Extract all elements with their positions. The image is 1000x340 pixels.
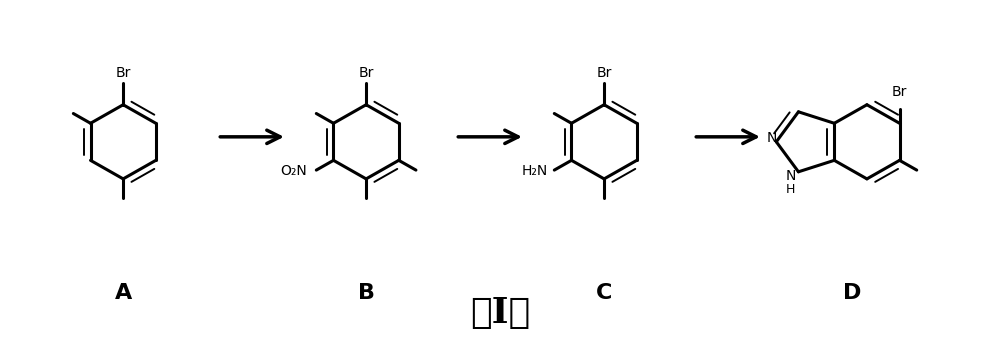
Text: A: A <box>115 283 132 303</box>
Text: Br: Br <box>596 66 612 80</box>
Text: O₂N: O₂N <box>281 164 307 178</box>
Text: D: D <box>843 283 861 303</box>
Text: B: B <box>358 283 375 303</box>
Text: H₂N: H₂N <box>522 164 548 178</box>
Text: H: H <box>786 183 795 196</box>
Text: Br: Br <box>115 66 131 80</box>
Text: C: C <box>596 283 612 303</box>
Text: Br: Br <box>358 66 374 80</box>
Text: Br: Br <box>892 85 907 99</box>
Text: （I）: （I） <box>470 295 530 329</box>
Text: N: N <box>766 131 777 145</box>
Text: N: N <box>785 169 796 183</box>
